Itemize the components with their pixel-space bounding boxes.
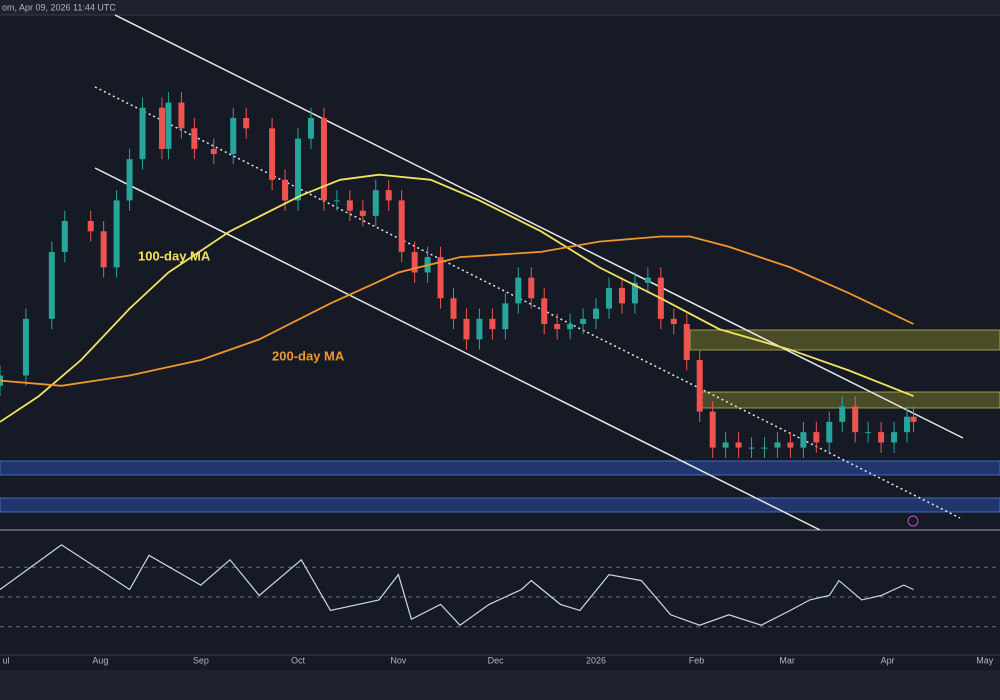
moving-average — [0, 235, 914, 387]
candle-body — [113, 200, 120, 268]
candle-body — [748, 447, 755, 449]
x-tick-label: Mar — [779, 655, 795, 665]
x-tick-label: ul — [2, 655, 9, 665]
resistance-zone — [689, 329, 1000, 351]
candle-body — [904, 416, 911, 433]
candle-body — [813, 432, 820, 443]
rsi-line — [0, 544, 914, 626]
candle-body — [593, 308, 600, 319]
candle-body — [865, 432, 872, 434]
candle-body — [683, 324, 690, 361]
candle-body — [178, 102, 185, 129]
channel-upper — [114, 14, 964, 439]
candle-body — [100, 231, 107, 268]
candle-body — [139, 107, 146, 160]
candle-body — [269, 128, 276, 180]
candle-body — [165, 102, 172, 149]
candle-body — [618, 287, 625, 304]
candle-body — [644, 277, 651, 283]
candle-body — [826, 421, 833, 443]
candle-body — [476, 318, 483, 340]
x-tick-label: Oct — [291, 655, 306, 665]
candle-body — [567, 324, 574, 330]
candle-body — [450, 298, 457, 319]
resistance-zone — [699, 391, 1000, 409]
candle-body — [839, 406, 846, 422]
candle-body — [891, 432, 898, 443]
candle-body — [541, 298, 548, 324]
candle-body — [191, 128, 198, 149]
candle-body — [230, 118, 237, 155]
candle-body — [800, 432, 807, 448]
candle-body — [61, 221, 68, 252]
x-tick-label: Feb — [689, 655, 705, 665]
candle-body — [333, 200, 340, 202]
channel-lower — [94, 167, 821, 531]
series-label: 100-day MA — [138, 248, 211, 263]
x-tick-label: Nov — [390, 655, 407, 665]
candle-body — [158, 107, 165, 149]
candle-body — [307, 118, 314, 139]
candle-body — [372, 190, 379, 216]
candle-body — [320, 118, 327, 201]
candle-body — [359, 210, 366, 216]
candle-body — [580, 318, 587, 324]
candle-body — [696, 360, 703, 412]
candle-body — [631, 282, 638, 304]
candle-body — [528, 277, 535, 299]
x-tick-label: Sep — [193, 655, 209, 665]
event-icon — [907, 515, 919, 527]
series-label: 200-day MA — [272, 348, 345, 363]
x-tick-label: Apr — [881, 655, 895, 665]
moving-average — [0, 173, 914, 423]
marks — [0, 92, 1000, 628]
x-tick-label: Aug — [92, 655, 108, 665]
candle-body — [489, 318, 496, 330]
candle-body — [852, 406, 859, 433]
candle-body — [670, 318, 677, 324]
candle-body — [87, 221, 94, 232]
candle-body — [722, 442, 729, 448]
candle-body — [774, 442, 781, 448]
candle-body — [295, 138, 302, 201]
candle-body — [282, 179, 289, 201]
candle-body — [910, 416, 917, 422]
candle-body — [787, 442, 794, 448]
candle-body — [243, 118, 250, 129]
candle-body — [761, 447, 768, 449]
header-text: om, Apr 09, 2026 11:44 UTC — [2, 2, 116, 12]
candle-body — [22, 318, 29, 376]
candle-body — [554, 324, 561, 330]
x-tick-label: May — [976, 655, 994, 665]
candle-body — [878, 432, 885, 443]
candle-body — [411, 251, 418, 273]
x-tick-label: Dec — [488, 655, 505, 665]
candle-body — [735, 442, 742, 448]
candle-body — [709, 411, 716, 448]
footer-bar — [0, 670, 1000, 700]
support-zone — [0, 497, 1000, 513]
candle-body — [463, 318, 470, 340]
candle-body — [48, 251, 55, 319]
support-zone — [0, 460, 1000, 476]
candle-body — [606, 287, 613, 309]
candle-body — [502, 303, 509, 330]
x-tick-label: 2026 — [586, 655, 606, 665]
candle-body — [346, 200, 353, 211]
candle-body — [126, 159, 133, 201]
candle-body — [398, 200, 405, 252]
candle-body — [210, 148, 217, 155]
candle-body — [515, 277, 522, 304]
candle-body — [385, 190, 392, 201]
header-bar — [0, 0, 1000, 15]
candle-body — [437, 257, 444, 299]
